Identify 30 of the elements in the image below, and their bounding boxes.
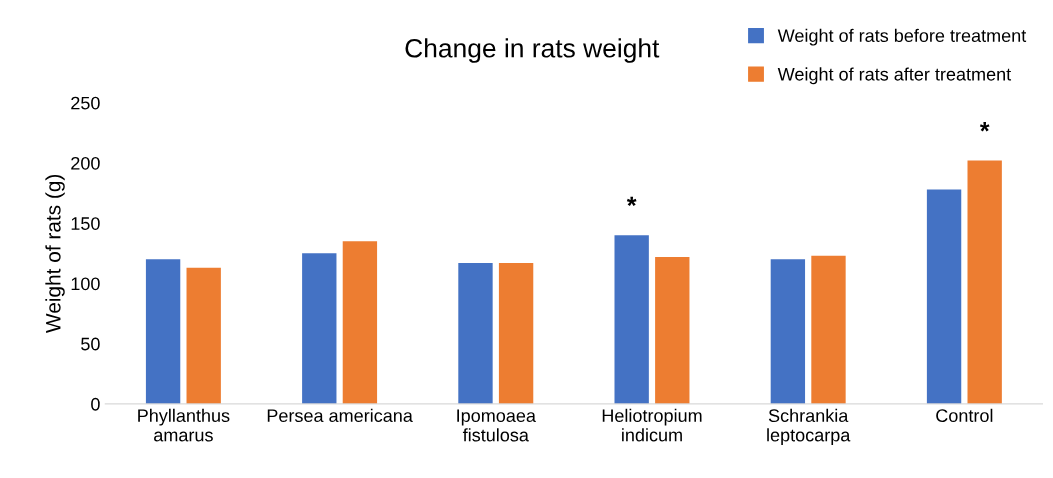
bar	[498, 262, 534, 404]
bar	[811, 255, 846, 404]
annotation: *	[626, 196, 637, 207]
x-tick-label: Phyllanthus amarus	[138, 408, 230, 442]
bar	[926, 189, 962, 404]
bar	[458, 262, 493, 404]
bar	[145, 259, 181, 404]
chart-title: Change in rats weight	[405, 38, 660, 63]
x-tick-label: Control	[936, 408, 993, 423]
x-tick-label: Persea americana	[267, 408, 413, 423]
bar	[614, 235, 649, 404]
bar	[967, 160, 1002, 404]
x-tick-label: Heliotropium indicum	[602, 408, 702, 442]
bar	[302, 253, 337, 404]
legend-label: Weight of rats before treatment	[777, 28, 1027, 46]
y-tick-label: 0	[91, 397, 100, 411]
annotation: *	[979, 122, 990, 132]
bar	[342, 241, 378, 404]
bar	[655, 256, 690, 404]
y-axis-title: Weight of rats (g)	[45, 174, 65, 333]
y-tick-label: 200	[71, 156, 100, 170]
y-tick-label: 250	[71, 96, 100, 110]
x-tick-label: Schrankia leptocarpa	[767, 408, 851, 446]
y-tick-label: 150	[71, 217, 100, 230]
bar	[770, 259, 806, 404]
x-tick-label: Ipomoaea fistulosa	[457, 409, 536, 442]
legend-label: Weight of rats after treatment	[777, 67, 1012, 85]
y-tick-label: 100	[71, 277, 100, 291]
y-tick-label: 50	[81, 337, 100, 351]
bar	[186, 267, 221, 404]
